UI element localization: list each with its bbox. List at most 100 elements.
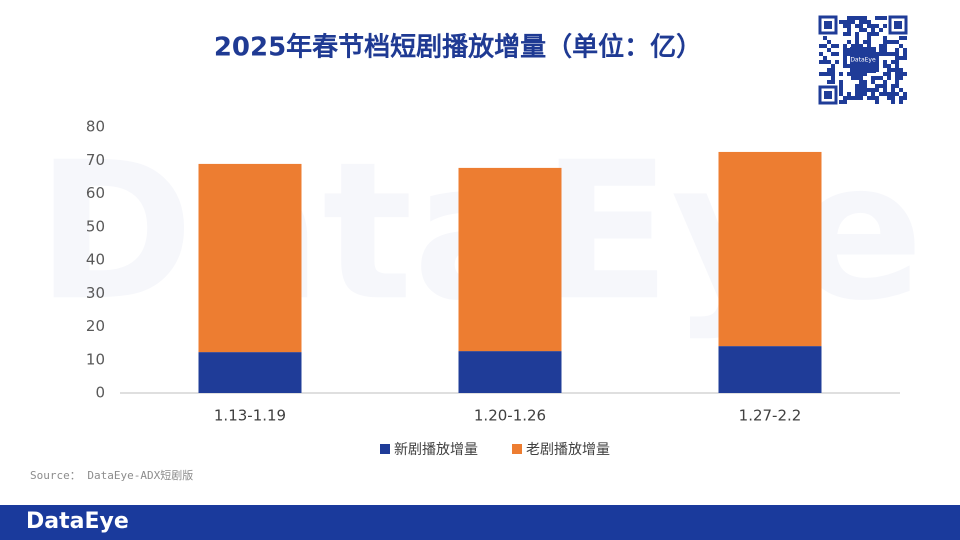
qr-cell (891, 68, 895, 72)
qr-cell (899, 56, 903, 60)
qr-cell (903, 36, 907, 40)
qr-cell (899, 44, 903, 48)
bar-segment (718, 151, 822, 347)
qr-cell (895, 84, 899, 88)
qr-cell (879, 52, 883, 56)
qr-cell (891, 100, 895, 104)
y-tick-label: 40 (86, 251, 105, 269)
qr-cell (871, 24, 875, 28)
qr-cell (875, 76, 879, 80)
qr-cell (903, 96, 907, 100)
qr-finder (818, 15, 838, 35)
x-tick-label: 1.20-1.26 (474, 407, 546, 425)
legend-label: 老剧播放增量 (526, 442, 610, 458)
qr-cell (847, 28, 851, 32)
qr-cell (895, 72, 899, 76)
qr-cell (859, 28, 863, 32)
qr-cell (895, 68, 899, 72)
qr-cell (851, 44, 855, 48)
qr-cell (855, 72, 859, 76)
x-tick-label: 1.13-1.19 (214, 407, 286, 425)
qr-cell (827, 48, 831, 52)
y-tick-label: 50 (86, 217, 105, 235)
y-tick-label: 60 (86, 184, 105, 202)
qr-code: DataEye (818, 15, 908, 105)
qr-cell (891, 60, 895, 64)
qr-cell (895, 76, 899, 80)
qr-cell (903, 56, 907, 60)
qr-cell (875, 64, 879, 68)
qr-cell (847, 48, 851, 52)
qr-cell (847, 72, 851, 76)
qr-cell (903, 72, 907, 76)
qr-cell (867, 36, 871, 40)
qr-cell (887, 40, 891, 44)
qr-cell (891, 52, 895, 56)
qr-cell (887, 68, 891, 72)
qr-cell (879, 28, 883, 32)
bar-segment (458, 167, 562, 352)
qr-cell (875, 60, 879, 64)
qr-cell (819, 44, 823, 48)
qr-cell (883, 88, 887, 92)
bar-segment (198, 352, 302, 393)
qr-finder-dot (824, 21, 832, 29)
qr-cell (847, 92, 851, 96)
qr-cell (843, 20, 847, 24)
qr-cell (823, 72, 827, 76)
qr-cell (855, 92, 859, 96)
qr-cell (855, 44, 859, 48)
qr-cell (863, 16, 867, 20)
qr-cell (899, 96, 903, 100)
qr-cell (903, 48, 907, 52)
qr-cell (899, 76, 903, 80)
y-tick-label: 80 (86, 118, 105, 136)
qr-cell (891, 40, 895, 44)
qr-cell (831, 76, 835, 80)
qr-cell (895, 40, 899, 44)
qr-cell (823, 36, 827, 40)
qr-cell (875, 84, 879, 88)
y-tick-label: 10 (86, 350, 105, 368)
qr-cell (855, 24, 859, 28)
qr-cell (839, 80, 843, 84)
qr-cell (863, 40, 867, 44)
qr-cell (851, 76, 855, 80)
qr-label: DataEye (850, 57, 876, 64)
qr-cell (883, 24, 887, 28)
qr-cell (839, 72, 843, 76)
qr-cell (895, 92, 899, 96)
qr-cell (875, 24, 879, 28)
qr-cell (887, 52, 891, 56)
qr-cell (887, 96, 891, 100)
qr-cell (847, 20, 851, 24)
qr-cell (883, 52, 887, 56)
qr-cell (863, 28, 867, 32)
qr-cell (827, 80, 831, 84)
qr-cell (863, 80, 867, 84)
qr-cell (887, 64, 891, 68)
qr-cell (887, 72, 891, 76)
qr-cell (843, 24, 847, 28)
qr-cell (891, 92, 895, 96)
source-note: Source： DataEye-ADX短剧版 (30, 468, 193, 482)
qr-cell (859, 80, 863, 84)
qr-cell (891, 88, 895, 92)
qr-cell (855, 32, 859, 36)
x-tick-label: 1.27-2.2 (739, 407, 802, 425)
qr-cell (883, 44, 887, 48)
qr-cell (859, 84, 863, 88)
qr-cell (879, 48, 883, 52)
qr-cell (871, 96, 875, 100)
qr-cell (843, 100, 847, 104)
y-tick-label: 0 (95, 384, 105, 402)
qr-cell (875, 52, 879, 56)
qr-cell (899, 72, 903, 76)
qr-cell (843, 44, 847, 48)
qr-cell (859, 76, 863, 80)
qr-cell (847, 40, 851, 44)
qr-cell (895, 60, 899, 64)
legend-swatch (512, 444, 522, 454)
qr-cell (843, 64, 847, 68)
